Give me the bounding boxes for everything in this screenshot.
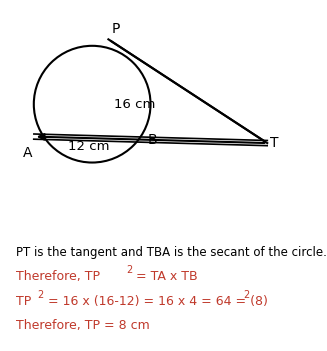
- Text: 2: 2: [38, 290, 44, 299]
- Text: Therefore, TP = 8 cm: Therefore, TP = 8 cm: [16, 319, 150, 332]
- Text: 16 cm: 16 cm: [113, 98, 155, 111]
- Text: 2: 2: [126, 265, 132, 275]
- Text: T: T: [270, 136, 279, 150]
- Text: PT is the tangent and TBA is the secant of the circle.: PT is the tangent and TBA is the secant …: [16, 246, 327, 259]
- Text: B: B: [147, 133, 157, 147]
- Text: = TA x TB: = TA x TB: [132, 270, 198, 283]
- Text: TP: TP: [16, 295, 32, 308]
- Text: A: A: [23, 146, 32, 160]
- Text: 12 cm: 12 cm: [68, 140, 110, 153]
- Text: = 16 x (16-12) = 16 x 4 = 64 = (8): = 16 x (16-12) = 16 x 4 = 64 = (8): [44, 295, 268, 308]
- Text: P: P: [112, 22, 120, 36]
- Text: Therefore, TP: Therefore, TP: [16, 270, 100, 283]
- Text: 2: 2: [244, 290, 250, 299]
